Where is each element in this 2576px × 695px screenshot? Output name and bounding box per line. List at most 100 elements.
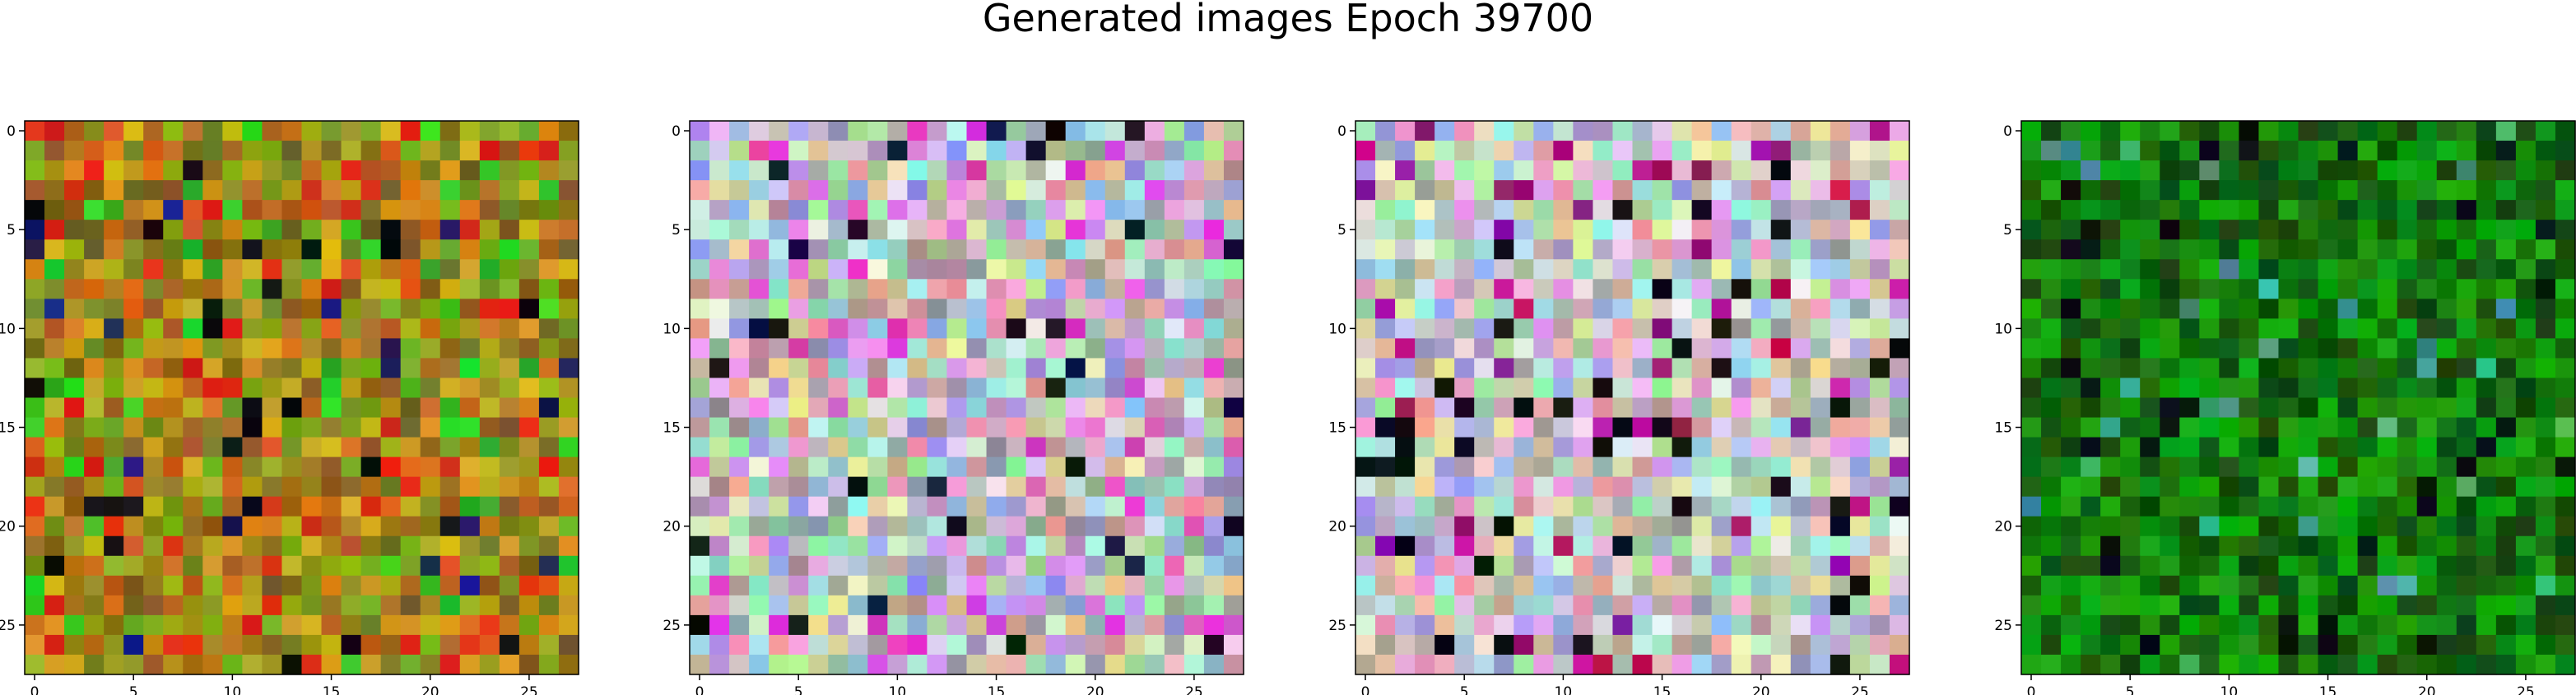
pixel-cell <box>907 338 928 359</box>
pixel-cell <box>420 516 441 537</box>
pixel-cell <box>1085 318 1106 339</box>
pixel-cell <box>2160 456 2180 478</box>
pixel-cell <box>420 121 441 141</box>
pixel-cell <box>341 437 362 458</box>
pixel-cell <box>2100 239 2121 260</box>
pixel-cell <box>749 595 770 616</box>
pixel-cell <box>538 614 560 636</box>
pixel-cell <box>1691 200 1713 220</box>
pixel-cell <box>1164 456 1185 478</box>
pixel-cell <box>1849 239 1871 260</box>
pixel-cell <box>2416 614 2438 636</box>
pixel-cell <box>729 634 750 656</box>
pixel-cell <box>2278 535 2299 557</box>
pixel-cell <box>2337 417 2359 438</box>
pixel-cell <box>2397 220 2418 240</box>
pixel-cell <box>2199 220 2220 240</box>
pixel-cell <box>1573 299 1594 319</box>
pixel-cell <box>828 200 849 220</box>
pixel-cell <box>1164 595 1185 616</box>
pixel-cell <box>202 516 223 537</box>
pixel-cell <box>242 634 263 656</box>
pixel-cell <box>1612 496 1634 517</box>
pixel-cell <box>848 239 868 260</box>
pixel-cell <box>479 535 500 557</box>
pixel-cell <box>420 437 441 458</box>
pixel-cell <box>1593 358 1614 379</box>
pixel-cell <box>1533 476 1554 498</box>
pixel-cell <box>2219 220 2239 240</box>
pixel-cell <box>242 318 263 339</box>
pixel-cell <box>1375 575 1396 596</box>
pixel-cell <box>479 555 500 577</box>
pixel-cell <box>966 476 988 498</box>
pixel-cell <box>2081 220 2101 240</box>
pixel-cell <box>1751 358 1772 379</box>
pixel-cell <box>2061 496 2081 517</box>
pixel-cell <box>64 299 85 319</box>
pixel-cell <box>2100 338 2121 359</box>
pixel-cell <box>1889 160 1910 181</box>
pixel-cell <box>2021 318 2042 339</box>
pixel-cell <box>1632 160 1653 181</box>
pixel-cell <box>1514 141 1534 161</box>
pixel-cell <box>1810 555 1831 577</box>
pixel-cell <box>25 614 45 636</box>
pixel-cell <box>1223 397 1244 419</box>
pixel-cell <box>986 476 1007 498</box>
pixel-cell <box>2456 634 2477 656</box>
pixel-cell <box>2179 279 2200 299</box>
pixel-cell <box>2160 259 2180 280</box>
pixel-cell <box>1104 180 1126 201</box>
pixel-cell <box>1731 516 1752 537</box>
pixel-cell <box>1573 200 1594 220</box>
pixel-cell <box>183 614 203 636</box>
pixel-cell <box>380 220 402 240</box>
pixel-cell <box>788 614 809 636</box>
pixel-cell <box>44 318 65 339</box>
pixel-cell <box>1415 318 1435 339</box>
pixel-cell <box>848 555 868 577</box>
pixel-cell <box>1889 437 1910 458</box>
pixel-cell <box>1790 378 1811 399</box>
pixel-cell <box>2021 595 2042 616</box>
pixel-cell <box>183 555 203 577</box>
pixel-cell <box>1731 456 1752 478</box>
pixel-cell <box>966 654 988 675</box>
pixel-cell <box>2179 220 2200 240</box>
pixel-cell <box>1790 476 1811 498</box>
pixel-cell <box>927 259 948 280</box>
pixel-cell <box>2377 456 2398 478</box>
pixel-cell <box>518 378 540 399</box>
pixel-cell <box>1454 595 1475 616</box>
pixel-cell <box>2179 555 2200 577</box>
pixel-cell <box>2258 496 2280 517</box>
pixel-cell <box>84 634 105 656</box>
pixel-cell <box>828 318 849 339</box>
pixel-cell <box>1415 338 1435 359</box>
pixel-cell <box>1869 180 1890 201</box>
pixel-cell <box>400 654 421 675</box>
pixel-cell <box>1434 555 1455 577</box>
pixel-cell <box>2357 516 2378 537</box>
pixel-cell <box>44 397 65 419</box>
pixel-cell <box>163 160 184 181</box>
pixel-cell <box>2041 555 2062 577</box>
pixel-cell <box>2278 555 2299 577</box>
pixel-cell <box>2160 437 2180 458</box>
pixel-cell <box>867 299 888 319</box>
pixel-cell <box>1711 417 1732 438</box>
pixel-cell <box>808 516 829 537</box>
pixel-cell <box>2416 121 2438 141</box>
pixel-cell <box>1553 121 1574 141</box>
pixel-cell <box>2416 496 2438 517</box>
pixel-cell <box>202 180 223 201</box>
pixel-cell <box>400 318 421 339</box>
pixel-cell <box>64 220 85 240</box>
pixel-cell <box>262 299 283 319</box>
pixel-cell <box>1085 595 1106 616</box>
pixel-cell <box>1573 437 1594 458</box>
pixel-cell <box>1790 437 1811 458</box>
pixel-cell <box>907 595 928 616</box>
